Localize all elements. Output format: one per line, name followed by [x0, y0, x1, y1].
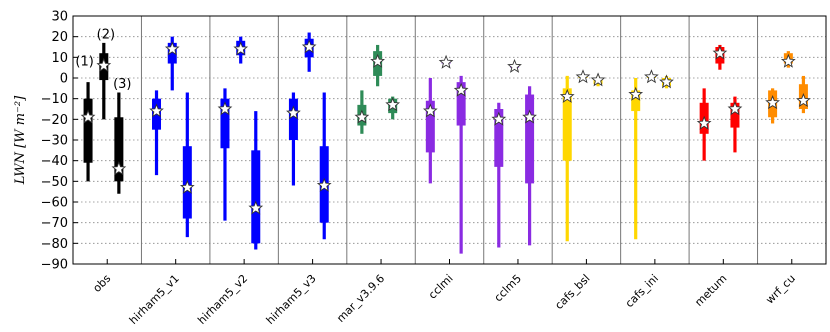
- y-tick-label: 30: [51, 10, 68, 25]
- mean-star-metum-1: [696, 115, 712, 130]
- box-cclm5-1: [494, 109, 504, 167]
- mean-star-wrf_cu-2: [780, 53, 796, 68]
- x-tick-label: hirham5_v3: [264, 272, 319, 327]
- x-tick-label: wrf_cu: [763, 272, 798, 307]
- mean-star-hirham5_v3-3: [316, 177, 332, 192]
- y-tick-label: −40: [41, 154, 68, 169]
- mean-star-mar_v3.9.6-3: [385, 97, 401, 112]
- mean-star-hirham5_v3-1: [286, 105, 301, 120]
- box-obs-3: [114, 117, 124, 182]
- y-tick-label: 0: [60, 72, 68, 87]
- mean-star-hirham5_v2-3: [248, 200, 264, 215]
- mean-star-hirham5_v2-1: [217, 101, 233, 116]
- mean-star-cafs_ini-3: [659, 74, 674, 89]
- x-tick-label: metum: [692, 272, 729, 309]
- mean-star-cclm5-1: [491, 111, 507, 126]
- mean-star-obs-3: [111, 161, 127, 176]
- box-cclmi-1: [425, 100, 435, 153]
- x-tick-label: cclm5: [492, 272, 524, 304]
- mean-star-cafs_bsl-1: [559, 88, 575, 103]
- y-tick-label: −90: [41, 258, 68, 273]
- y-tick-label: −70: [41, 216, 68, 231]
- y-tick-label: 20: [51, 30, 68, 45]
- series-annotation-3: (3): [113, 77, 131, 92]
- box-cafs_ini-1: [631, 90, 641, 112]
- box-cclm5-3: [525, 94, 535, 184]
- box-cclmi-3: [456, 82, 466, 126]
- mean-star-obs-1: [80, 109, 96, 124]
- mean-star-cafs_ini-2: [644, 69, 659, 84]
- series-annotation-1: (1): [75, 54, 93, 69]
- x-tick-label: cclmi: [426, 272, 456, 302]
- box-hirham5_v2-3: [251, 150, 261, 244]
- y-tick-label: −30: [41, 134, 68, 149]
- mean-star-metum-2: [712, 45, 728, 60]
- plot-frame: [72, 15, 827, 265]
- mean-star-cclmi-1: [422, 103, 438, 118]
- x-tick-label: hirham5_v1: [127, 272, 182, 327]
- box-hirham5_v2-1: [220, 98, 230, 149]
- mean-star-wrf_cu-1: [765, 95, 780, 110]
- x-tick-label: mar_v3.9.6: [334, 272, 387, 325]
- mean-star-cclmi-2: [438, 54, 454, 69]
- mean-star-cafs_bsl-3: [590, 72, 606, 87]
- mean-star-hirham5_v1-2: [164, 41, 180, 56]
- y-tick-label: −10: [41, 92, 68, 107]
- x-tick-label: obs: [90, 272, 113, 295]
- mean-star-hirham5_v2-2: [233, 41, 249, 56]
- y-tick-label: −50: [41, 175, 68, 190]
- y-tick-label: −60: [41, 196, 68, 211]
- series-annotation-2: (2): [97, 28, 115, 43]
- mean-star-hirham5_v1-3: [179, 179, 195, 194]
- mean-star-cclm5-3: [522, 109, 537, 124]
- mean-star-cclmi-3: [453, 82, 469, 97]
- y-tick-label: 10: [51, 51, 68, 66]
- x-tick-label: cafs_bsl: [552, 272, 592, 312]
- mean-star-obs-2: [96, 57, 112, 72]
- mean-star-cclm5-2: [507, 58, 522, 73]
- x-tick-label: hirham5_v2: [195, 272, 250, 327]
- box-metum-3: [730, 102, 740, 128]
- box-hirham5_v1-2: [167, 42, 177, 64]
- box-cafs_bsl-1: [562, 88, 572, 161]
- mean-star-layer: [80, 39, 811, 215]
- mean-star-hirham5_v1-1: [149, 103, 164, 118]
- mean-star-cafs_ini-1: [628, 86, 644, 101]
- y-axis-label: LWN [W m⁻²]: [13, 95, 28, 185]
- box-obs-1: [83, 98, 93, 163]
- mean-star-mar_v3.9.6-1: [354, 109, 370, 124]
- mean-star-metum-3: [727, 101, 743, 116]
- box-hirham5_v3-1: [288, 98, 298, 140]
- x-tick-label: cafs_ini: [623, 272, 661, 310]
- mean-star-hirham5_v3-2: [301, 39, 317, 54]
- y-tick-label: −20: [41, 113, 68, 128]
- mean-star-mar_v3.9.6-2: [370, 53, 385, 68]
- separator-layer: [140, 16, 759, 264]
- y-tick-label: −80: [41, 237, 68, 252]
- mean-star-wrf_cu-3: [796, 92, 811, 107]
- mean-star-cafs_bsl-2: [575, 69, 591, 84]
